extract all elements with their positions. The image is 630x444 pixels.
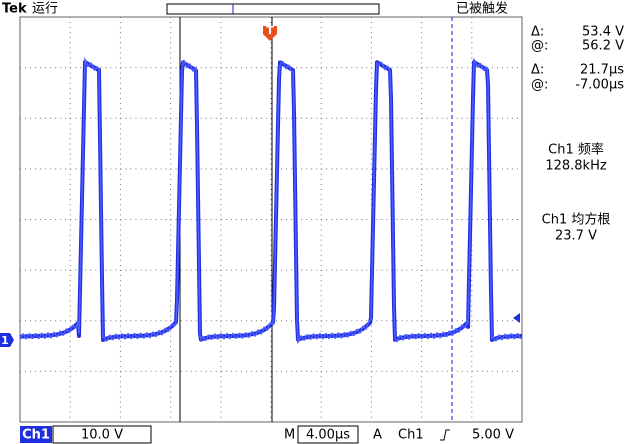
measurement-value: 23.7 V [555, 229, 597, 244]
trigger-label: A [373, 428, 382, 443]
trigger-level: 5.00 V [472, 428, 514, 443]
readout-value: 53.4 V [582, 25, 624, 40]
scale-box [52, 425, 152, 444]
measurement-name: Ch1 均方根 [542, 212, 611, 228]
waveform-noise [19, 56, 523, 345]
timebase-label: M [284, 428, 295, 443]
record-bar [166, 3, 380, 15]
vertical-scale: 10.0 V [81, 428, 123, 443]
readout-value: 56.2 V [582, 39, 624, 54]
trigger-level-marker [513, 313, 520, 323]
trigger-state: 已被触发 [456, 1, 508, 17]
readout-value: -7.00µs [575, 78, 624, 93]
readout-label: Δ: [531, 63, 544, 78]
slope-icon [440, 429, 450, 441]
timebase: 4.00µs [306, 428, 350, 443]
readout-label: @: [531, 78, 548, 93]
readout-label: @: [531, 39, 548, 54]
graticule-border [19, 16, 523, 423]
channel-marker-label: 1 [1, 334, 9, 347]
channel-badge [20, 426, 52, 443]
trigger-source: Ch1 [398, 428, 424, 443]
measurement-value: 128.8kHz [545, 159, 607, 174]
channel-marker [0, 333, 14, 347]
run-status: 运行 [32, 2, 58, 17]
readout-label: Δ: [531, 25, 544, 40]
measurement-name: Ch1 频率 [548, 142, 604, 158]
footer-channel: Ch1 [22, 428, 50, 443]
timebase-box [297, 425, 359, 444]
brand: Tek [2, 2, 27, 17]
trigger-marker-label: T [266, 24, 274, 37]
readout-value: 21.7µs [580, 63, 624, 78]
trigger-marker [263, 26, 277, 41]
cursor-readouts: Δ: 53.4 V @: 56.2 V Δ: 21.7µs @: -7.00µs [531, 25, 624, 93]
